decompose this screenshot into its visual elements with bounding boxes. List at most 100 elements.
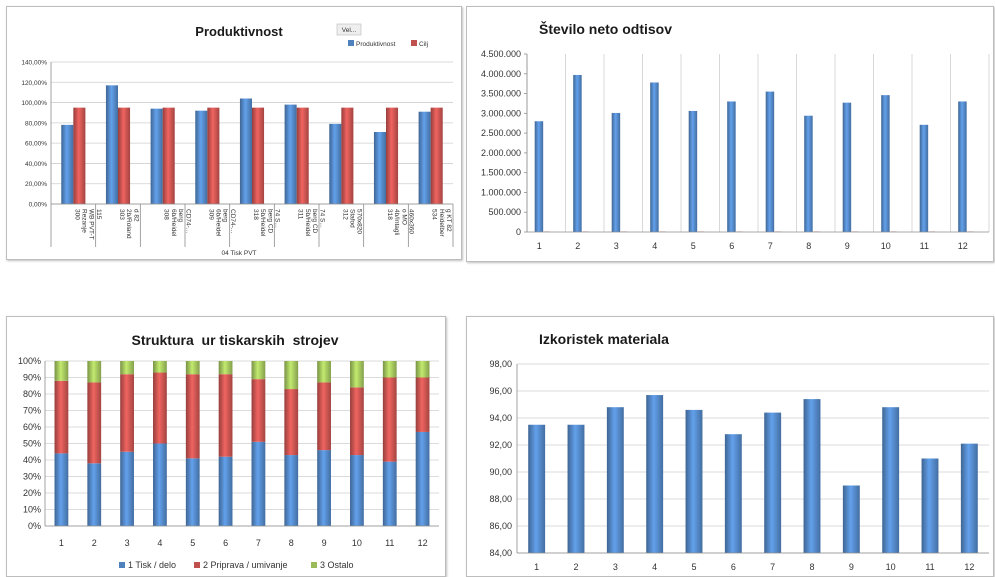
y-tick-label: 98,00 [489,359,512,369]
x-tick-label: 9 [849,562,854,572]
chart-struktura-ur: Struktura ur tiskarskih strojev 0% 10% 20%… [6,316,446,577]
bar-segment-3 [251,361,266,380]
bar-segment-1 [120,451,134,526]
y-tick-label: 140,00% [21,60,47,67]
x-tick-label: 9 [845,241,850,251]
odtisi-svg: Število neto odtisov 0 500.000 1.000.000 1.… [481,20,990,251]
x-tick-label: 3 [125,538,130,548]
y-tick-label: 0,00% [29,202,48,209]
chart-produktivnost: Produktivnost Vel... Produktivnost Cilj … [6,6,462,260]
axis-group-label: 04 Tisk PVT [221,250,256,257]
bar-segment-1 [185,458,200,526]
y-tick-label: 500.000 [488,207,521,217]
y-tick-label: 80% [23,389,41,399]
x-tick-label: 9 [322,538,327,548]
bar-segment-3 [350,361,364,388]
x-tick-label: 3115b/Heidelberg CD74 S... [297,209,326,237]
x-tick-label: 6 [731,562,736,572]
bar-produktivnost [373,131,386,204]
x-tick-label: 1 [534,562,539,572]
bar-cilj [207,107,220,204]
bar-produktivnost [329,123,342,204]
legend-label-cilj: Cilj [419,41,428,48]
bar-produktivnost [284,104,297,204]
x-tick-label: 3 [614,241,619,251]
x-tick-label: 4 [157,538,162,548]
bar-segment-2 [54,380,69,454]
bar-izkoristek [764,412,782,553]
bar-odtisi [765,91,775,232]
bar-segment-3 [87,361,102,383]
x-tick-label: 10 [886,562,896,572]
legend-swatch-tisk [119,562,125,568]
y-tick-label: 4.500.000 [481,49,521,59]
x-tick-label: 3 [613,562,618,572]
bar-izkoristek [528,424,546,553]
x-tick-label: 1 [537,241,542,251]
bar-odtisi [842,102,852,232]
bar-segment-1 [54,453,69,526]
bar-segment-2 [284,389,299,456]
bar-odtisi [804,115,813,232]
y-tick-label: 90% [23,373,41,383]
izkoristek-svg: Izkoristek materiala 84,00 86,00 88,00 90,0… [489,331,989,572]
bar-cilj [162,107,175,204]
bar-segment-1 [284,455,299,526]
bar-izkoristek [842,485,860,553]
bar-cilj [296,107,309,204]
x-tick-label: 8 [289,538,294,548]
bar-segment-3 [153,361,167,373]
bar-izkoristek [646,395,664,553]
bar-cilj [118,107,131,204]
y-tick-label: 92,00 [489,440,512,450]
y-tick-label: 3.000.000 [481,108,521,118]
x-tick-label: 7 [770,562,775,572]
bar-odtisi [881,95,890,232]
x-tick-label: 10 [352,538,362,548]
chart-stevilo-neto-odtisov: Število neto odtisov 0 500.000 1.000.000 1.… [466,6,994,262]
x-tick-label: 12 [418,538,428,548]
x-tick-label: 8 [806,241,811,251]
bar-izkoristek [882,407,900,553]
chart-title: Produktivnost [195,24,283,39]
chart-title: Izkoristek materiala [539,331,669,347]
bar-segment-2 [350,387,364,456]
bar-produktivnost [61,124,74,204]
x-tick-label: 3184b/Intaglio MO460x360 [386,209,415,235]
y-tick-label: 60% [23,422,41,432]
bar-segment-3 [382,361,397,378]
filter-badge[interactable]: Vel... [342,27,357,34]
legend-label-priprava: 2 Priprava / umivanje [203,560,288,570]
y-tick-label: 30% [23,472,41,482]
y-tick-label: 86,00 [489,521,512,531]
y-tick-label: 1.000.000 [481,187,521,197]
bar-segment-3 [415,361,430,378]
y-tick-label: 20% [23,488,41,498]
y-tick-label: 40,00% [25,161,47,168]
bar-segment-2 [218,374,233,457]
x-tick-label: 6 [223,538,228,548]
bar-segment-1 [87,463,102,526]
x-tick-label: 5 [190,538,195,548]
legend-label-produktivnost: Produktivnost [356,41,396,48]
bar-odtisi [611,112,621,232]
x-tick-label: 11 [920,241,929,251]
bar-segment-1 [153,443,167,526]
legend-swatch-cilj [411,40,417,46]
legend-swatch-produktivnost [348,40,354,46]
x-tick-label: 12 [958,241,968,251]
chart-izkoristek-materiala: Izkoristek materiala 84,00 86,00 88,00 90,0… [466,316,994,577]
bar-segment-3 [218,361,233,375]
x-tick-label: 5 [691,562,696,572]
x-tick-label: 300RezanjeWB PVT-T115 [73,209,102,240]
bar-segment-2 [382,377,397,462]
bar-segment-3 [54,361,69,381]
x-tick-label: 1 [59,538,64,548]
bar-produktivnost [195,110,208,204]
y-tick-label: 10% [23,505,41,515]
bar-segment-2 [185,374,200,459]
y-tick-label: 2.500.000 [481,128,521,138]
chart-title: Število neto odtisov [539,20,672,37]
filter-badge-box[interactable] [336,23,362,36]
bar-segment-1 [251,441,266,526]
